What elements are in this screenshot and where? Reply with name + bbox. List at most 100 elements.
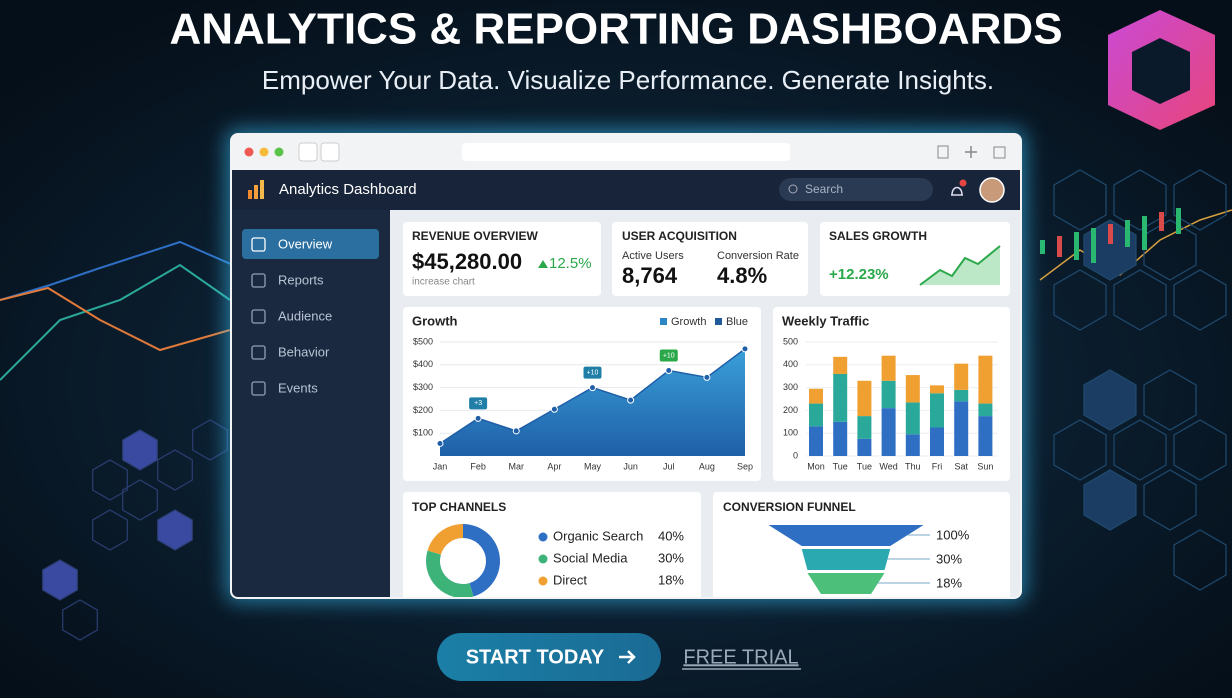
card-title: USER ACQUISITION <box>622 229 737 243</box>
app-title: Analytics Dashboard <box>279 181 417 198</box>
x-tick-label: Jan <box>433 461 448 471</box>
panel-title: Growth <box>412 313 458 328</box>
bar-segment <box>930 393 944 428</box>
search-box[interactable] <box>779 178 933 201</box>
sidebar <box>232 210 390 597</box>
window-maximize[interactable] <box>274 147 284 157</box>
sidebar-menu: Overview Reports Audience Behavior Events <box>251 236 333 396</box>
x-tick-label: Thu <box>905 461 921 471</box>
window-minimize[interactable] <box>259 147 269 157</box>
bar-segment <box>857 438 872 456</box>
menu-icon <box>251 345 266 360</box>
legend-label: Blue <box>726 316 748 328</box>
decor-hex <box>62 599 98 641</box>
bar-segment <box>833 421 848 456</box>
decor-candle <box>1091 228 1096 263</box>
y-tick-label: $300 <box>413 382 433 392</box>
decor-candle <box>1159 212 1164 231</box>
decor-hex <box>157 509 193 551</box>
tabs-icon[interactable] <box>993 146 1006 159</box>
funnel-stage <box>768 525 924 546</box>
decoration <box>0 10 1232 641</box>
card-title: SALES GROWTH <box>829 229 927 243</box>
start-button-label[interactable]: START TODAY <box>466 646 605 668</box>
x-tick-label: Mar <box>509 461 525 471</box>
notification-bell[interactable] <box>951 186 963 196</box>
app-logo <box>248 190 252 199</box>
decor-hex <box>1173 169 1227 231</box>
point <box>589 384 596 392</box>
x-tick-label: Feb <box>470 461 486 471</box>
card-caption: increase chart <box>412 277 475 288</box>
card <box>612 222 808 296</box>
metric-value: 8,764 <box>622 263 678 288</box>
bar-segment <box>954 363 969 390</box>
legend-dot <box>538 576 548 586</box>
decor-candle <box>1040 240 1045 254</box>
metric-value: 4.8% <box>717 263 767 288</box>
annotation: +3 <box>474 400 482 407</box>
bar-segment <box>833 356 848 374</box>
annotation: +10 <box>663 352 675 359</box>
value-label: 40% <box>658 528 684 543</box>
decor-hex <box>1083 469 1137 531</box>
sparkline <box>919 245 1001 286</box>
menu-icon <box>251 309 266 324</box>
avatar[interactable] <box>979 177 1005 203</box>
bar-segment <box>809 426 823 456</box>
card <box>403 222 601 296</box>
point <box>512 427 520 435</box>
bar-segment <box>809 403 823 427</box>
y-tick-label: $500 <box>413 336 433 346</box>
address-bar[interactable] <box>462 143 790 161</box>
funnel-stage <box>801 549 891 570</box>
donut-segment <box>426 550 474 597</box>
x-tick-label: Mon <box>807 461 825 471</box>
bar-segment <box>978 416 993 456</box>
menu-item: Overview <box>278 236 333 251</box>
card-title: REVENUE OVERVIEW <box>412 229 538 243</box>
free-trial-link[interactable]: FREE TRIAL <box>683 646 798 668</box>
y-tick-label: $200 <box>413 405 433 415</box>
panel-title: CONVERSION FUNNEL <box>723 500 856 514</box>
legend-label: Direct <box>553 572 587 587</box>
menu-icon <box>251 381 266 396</box>
y-tick-label: 500 <box>783 336 798 346</box>
search-placeholder: Search <box>805 182 843 196</box>
donut-segment <box>463 524 500 597</box>
forward-button[interactable] <box>320 142 340 162</box>
back-button[interactable] <box>298 142 318 162</box>
revenue-change: 12.5% <box>549 255 592 272</box>
x-tick-label: Tue <box>833 461 848 471</box>
bar-segment <box>930 427 944 456</box>
x-tick-label: Sep <box>737 461 753 471</box>
y-tick-label: 200 <box>783 405 798 415</box>
share-icon[interactable] <box>937 145 949 159</box>
notification-dot <box>959 179 967 187</box>
decor-line <box>0 286 231 352</box>
y-tick-label: 100 <box>783 428 798 438</box>
up-arrow <box>538 260 548 268</box>
window-close[interactable] <box>244 147 254 157</box>
y-tick-label: 0 <box>793 450 798 460</box>
x-tick-label: May <box>584 461 602 471</box>
point <box>703 373 711 381</box>
app-logo <box>260 180 264 199</box>
decor-line <box>1039 209 1232 281</box>
decor-hex <box>1173 529 1227 591</box>
charts: $100 $200 $300 $400 $500 Jan Feb Mar Apr May Jun Ju… <box>413 316 998 597</box>
start-button[interactable] <box>437 633 661 681</box>
new-tab-icon[interactable] <box>965 146 977 158</box>
decor-hex <box>42 559 78 601</box>
legend-dot <box>538 532 548 542</box>
point <box>627 396 635 404</box>
bar-segment <box>881 380 896 409</box>
legend-dot <box>538 554 548 564</box>
decor-hex <box>1143 369 1197 431</box>
decor-hex <box>1113 269 1167 331</box>
point <box>474 414 482 422</box>
decor-hex <box>122 479 158 521</box>
menu-item: Behavior <box>278 344 330 359</box>
bar-segment <box>978 355 993 404</box>
